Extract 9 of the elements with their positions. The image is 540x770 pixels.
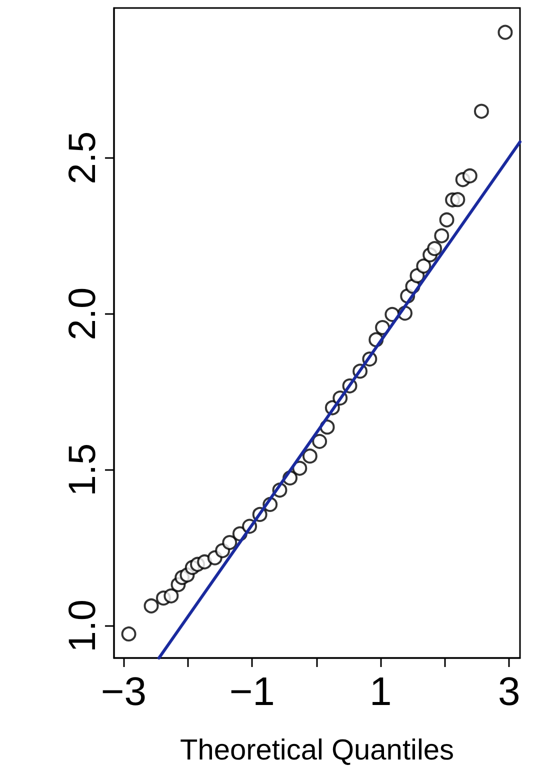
x-tick-label: −1 (229, 670, 275, 714)
x-tick-label: 1 (369, 670, 392, 714)
y-tick-label: 2.0 (62, 287, 104, 340)
x-axis-title: Theoretical Quantiles (180, 734, 454, 766)
x-tick-label: −3 (100, 670, 146, 714)
x-tick-label: 3 (498, 670, 520, 714)
y-tick-label: 1.0 (62, 599, 104, 652)
y-tick-label: 1.5 (62, 443, 104, 496)
y-tick-label: 2.5 (62, 131, 104, 184)
